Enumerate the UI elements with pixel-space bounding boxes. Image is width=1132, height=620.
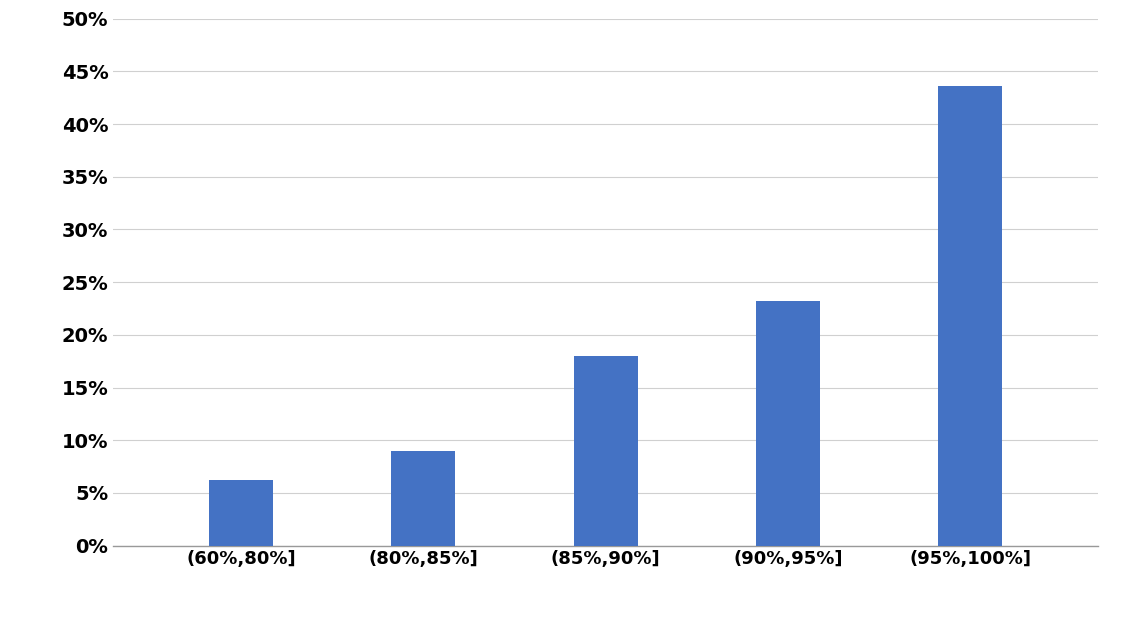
Bar: [574, 356, 637, 546]
Bar: [392, 451, 455, 546]
Bar: [209, 480, 273, 546]
Bar: [756, 301, 820, 546]
Bar: [938, 86, 1002, 546]
